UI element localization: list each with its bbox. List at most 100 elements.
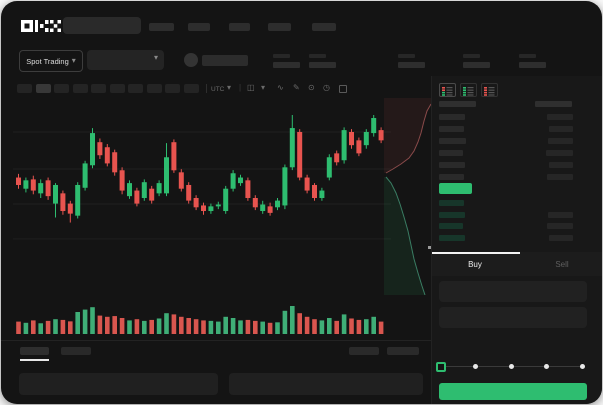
timeframe-button-7[interactable] — [128, 84, 143, 93]
slider-handle[interactable] — [436, 362, 446, 372]
timeframe-button-2[interactable] — [35, 84, 51, 93]
amount-input[interactable] — [439, 307, 587, 328]
section-divider — [1, 340, 431, 341]
last-price-badge[interactable] — [439, 183, 472, 194]
price-chart-svg[interactable] — [13, 98, 433, 295]
candle-body — [260, 204, 266, 212]
volume-bar — [275, 322, 280, 334]
bid-price-bar[interactable] — [439, 223, 463, 229]
price-input[interactable] — [439, 281, 587, 302]
bottom-field-1[interactable] — [19, 373, 218, 395]
candle-body — [223, 188, 229, 212]
timeframe-button-10[interactable] — [183, 84, 199, 93]
slider-stop-3[interactable] — [544, 364, 549, 369]
search-input[interactable] — [63, 17, 141, 34]
stat-label — [519, 54, 536, 58]
volume-bar — [267, 322, 273, 334]
candle-body — [267, 206, 273, 213]
volume-bar — [134, 319, 140, 334]
bid-price-bar[interactable] — [439, 234, 465, 241]
ask-price-bar[interactable] — [439, 126, 464, 132]
candle-body — [297, 131, 303, 178]
ask-amount-bar[interactable] — [546, 150, 573, 156]
ask-price-bar[interactable] — [439, 138, 466, 144]
timeframe-button-6[interactable] — [109, 84, 125, 93]
chevron-down-icon[interactable]: ▾ — [227, 83, 232, 92]
candle-body — [45, 180, 51, 197]
slider-stop-2[interactable] — [508, 364, 514, 369]
timeframe-button-4[interactable] — [72, 84, 88, 93]
ask-amount-bar[interactable] — [548, 138, 573, 144]
candle-body — [164, 157, 169, 194]
orderbook-header-amount — [535, 101, 572, 107]
nav-item-1[interactable] — [149, 23, 174, 31]
timeframe-button-1[interactable] — [17, 84, 32, 93]
bid-amount-bar[interactable] — [548, 211, 573, 218]
orderbook-view-bids-icon[interactable] — [460, 83, 477, 97]
ask-amount-bar[interactable] — [549, 126, 573, 132]
volume-chart-svg[interactable] — [13, 293, 433, 337]
bottom-tab-active[interactable] — [20, 347, 49, 355]
history-clock-icon[interactable]: ◷ — [323, 83, 330, 92]
volume-bar — [90, 307, 95, 334]
chevron-down-icon[interactable]: ▾ — [261, 83, 266, 92]
indicator-wave-icon[interactable]: ∿ — [277, 83, 284, 92]
timezone-button[interactable]: UTC — [211, 86, 225, 93]
slider-stop-1[interactable] — [473, 364, 478, 369]
candle-body — [156, 183, 162, 194]
ask-price-bar[interactable] — [439, 150, 463, 156]
timeframe-button-5[interactable] — [91, 84, 106, 93]
volume-bar — [341, 314, 347, 334]
depth-price-marker — [428, 246, 433, 249]
ask-amount-bar[interactable] — [547, 114, 573, 120]
volume-bar — [356, 319, 362, 334]
nav-item-2[interactable] — [188, 23, 210, 31]
ask-price-bar[interactable] — [439, 114, 465, 120]
candle-body — [193, 198, 199, 208]
tab-buy[interactable]: Buy — [468, 259, 482, 269]
bid-price-bar[interactable] — [439, 200, 464, 206]
timeframe-button-3[interactable] — [54, 84, 69, 93]
screenshot-icon[interactable]: ⊙ — [308, 83, 315, 92]
bottom-action-1[interactable] — [349, 347, 379, 355]
timeframe-button-9[interactable] — [165, 84, 180, 93]
orderbook-view-combined-icon[interactable] — [439, 83, 456, 97]
bid-amount-bar[interactable] — [549, 234, 573, 241]
bottom-action-2[interactable] — [387, 347, 419, 355]
chevron-down-icon: ▾ — [71, 56, 76, 65]
volume-bar — [112, 316, 117, 334]
okx-logo — [21, 18, 61, 34]
buy-submit-button[interactable] — [439, 383, 587, 400]
volume-bar — [260, 321, 265, 334]
candle-body — [363, 131, 369, 146]
bottom-tab[interactable] — [61, 347, 91, 355]
bid-amount-bar[interactable] — [547, 223, 573, 229]
candle-body — [178, 172, 184, 189]
spot-trading-dropdown[interactable]: Spot Trading ▾ — [19, 50, 83, 72]
nav-item-4[interactable] — [268, 23, 291, 31]
volume-bar — [31, 320, 36, 334]
draw-tool-icon[interactable]: ✎ — [293, 83, 300, 92]
bid-price-bar[interactable] — [439, 211, 465, 218]
order-panel: Buy Sell — [431, 76, 602, 404]
tab-sell[interactable]: Sell — [555, 259, 569, 269]
timeframe-button-8[interactable] — [146, 84, 162, 93]
nav-item-3[interactable] — [229, 23, 250, 31]
bottom-field-2[interactable] — [229, 373, 423, 395]
volume-bar — [149, 319, 154, 334]
candle-body — [60, 193, 66, 212]
ask-price-bar[interactable] — [439, 162, 465, 168]
ask-amount-bar[interactable] — [547, 174, 573, 180]
fullscreen-icon[interactable] — [339, 85, 347, 93]
pair-selector-dropdown[interactable]: ▾ — [87, 50, 164, 70]
ask-price-bar[interactable] — [439, 174, 464, 180]
volume-bar — [127, 320, 132, 334]
volume-bar — [75, 312, 80, 334]
slider-stop-4[interactable] — [579, 364, 585, 369]
orderbook-view-asks-icon[interactable] — [481, 83, 498, 97]
nav-item-5[interactable] — [312, 23, 336, 31]
ask-amount-bar[interactable] — [549, 162, 573, 168]
chart-type-button[interactable]: ◫ — [247, 83, 255, 92]
volume-bar — [179, 316, 184, 334]
candle-body — [23, 180, 29, 189]
